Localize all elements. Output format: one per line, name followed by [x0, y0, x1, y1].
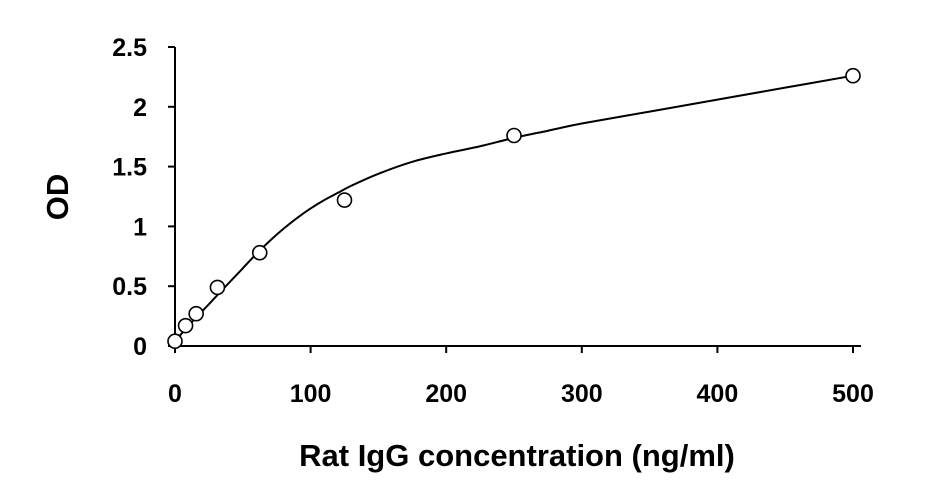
x-tick-label: 500 [832, 380, 874, 408]
y-axis-title: OD [40, 174, 75, 221]
x-tick-label: 0 [168, 380, 182, 408]
data-point [188, 305, 204, 322]
axes [174, 47, 861, 347]
y-tick-label: 1 [133, 213, 147, 241]
x-tick-label: 300 [561, 380, 603, 408]
x-tick-label: 400 [697, 380, 739, 408]
data-point [251, 244, 268, 261]
data-point [506, 127, 522, 144]
x-tick-label: 100 [290, 380, 332, 408]
y-tick-label: 1.5 [112, 154, 147, 182]
x-tick-label: 200 [425, 380, 467, 408]
y-ticks: 0 0.5 1 1.5 2 2.5 [112, 34, 175, 361]
data-point [177, 317, 194, 334]
data-point [845, 67, 861, 84]
data-points-layer [167, 67, 861, 350]
data-point [209, 279, 226, 296]
y-tick-label: 2 [133, 94, 147, 122]
x-ticks: 0 100 200 300 400 500 [168, 346, 874, 408]
fit-curve [174, 74, 854, 342]
x-axis-title: Rat IgG concentration (ng/ml) [299, 438, 735, 473]
y-tick-label: 0 [133, 333, 147, 361]
y-tick-label: 2.5 [112, 34, 147, 62]
fit-curve-layer [174, 74, 854, 342]
y-tick-label: 0.5 [112, 273, 147, 301]
data-point [167, 333, 183, 350]
data-point [336, 192, 353, 208]
